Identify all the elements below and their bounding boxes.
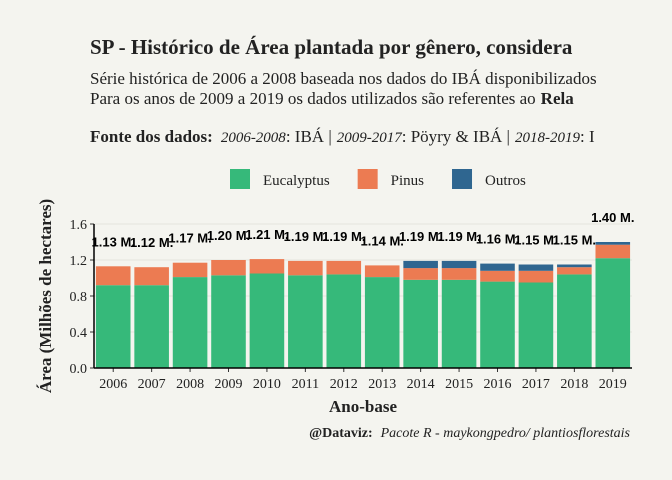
bar-segment (480, 263, 515, 271)
legend-swatch (230, 169, 250, 189)
bar-segment (595, 242, 631, 245)
bar-segment (211, 275, 246, 368)
y-tick-label: 0.0 (70, 362, 88, 377)
y-tick-label: 0.4 (70, 326, 88, 341)
x-tick-label: 2012 (330, 377, 358, 392)
x-tick-label: 2018 (560, 377, 588, 392)
source-part: 2009-2017 (337, 130, 403, 146)
bar-segment (518, 282, 554, 368)
total-label: 1.15 M. (553, 233, 596, 248)
subtitle-part: Para os anos de 2009 a 2019 os dados uti… (90, 89, 536, 108)
bar-segment (249, 273, 285, 368)
caption-part: @Dataviz: (309, 426, 373, 441)
subtitle-part: Rela (541, 89, 575, 108)
bar-segment (95, 285, 131, 368)
total-label: 1.19 M. (322, 229, 365, 244)
bar-segment (364, 265, 400, 278)
y-axis-title: Área (Milhões de hectares) (36, 199, 55, 393)
x-tick-label: 2007 (138, 377, 166, 392)
source: Fonte dos dados: 2006-2008: IBÁ | 2009-201… (90, 127, 595, 146)
bar-segment (326, 260, 362, 275)
total-label: 1.15 M. (514, 233, 557, 248)
bar-segment (249, 259, 285, 274)
bar-segment (364, 277, 400, 368)
bar-segment (134, 285, 169, 368)
bar-segment (480, 270, 515, 282)
y-tick-label: 1.6 (70, 218, 88, 233)
bar-segment (441, 268, 477, 280)
bar-segment (403, 260, 438, 269)
x-axis-title: Ano-base (329, 397, 397, 416)
x-tick-label: 2019 (599, 377, 627, 392)
source-part: : I (580, 127, 595, 146)
bar-segment (595, 244, 631, 259)
bar-segment (288, 260, 323, 276)
total-label: 1.13 M. (92, 234, 135, 249)
bar-segment (557, 264, 592, 268)
total-label: 1.12 M. (130, 235, 173, 250)
bar-segment (403, 279, 438, 368)
bar-segment (557, 267, 592, 275)
x-tick-label: 2008 (176, 377, 204, 392)
total-label: 1.14 M. (361, 233, 404, 248)
subtitle: Para os anos de 2009 a 2019 os dados uti… (90, 89, 574, 108)
y-tick-label: 1.2 (70, 254, 88, 269)
legend-label: Eucalyptus (263, 173, 330, 189)
caption: @Dataviz: Pacote R - maykongpedro/ planti… (309, 426, 630, 441)
bar-segment (518, 264, 554, 271)
bar-segment (288, 275, 323, 368)
caption-part: Pacote R - maykongpedro/ plantiosflorest… (380, 426, 631, 441)
total-label: 1.19 M. (399, 229, 442, 244)
source-part: Fonte dos dados: (90, 127, 213, 146)
x-tick-label: 2010 (253, 377, 281, 392)
x-tick-label: 2006 (99, 377, 127, 392)
source-part: : IBÁ | (286, 127, 332, 146)
total-label: 1.16 M. (476, 232, 519, 247)
bar-segment (441, 279, 477, 368)
total-label: 1.21 M. (245, 227, 288, 242)
total-label: 1.19 M. (437, 229, 480, 244)
x-tick-label: 2017 (522, 377, 550, 392)
legend-label: Outros (485, 173, 526, 189)
x-tick-label: 2014 (407, 377, 435, 392)
bar-segment (518, 270, 554, 283)
x-tick-label: 2016 (484, 377, 512, 392)
total-label: 1.17 M. (168, 231, 211, 246)
bar-segment (134, 267, 169, 286)
bar-segment (480, 281, 515, 368)
total-label: 1.19 M. (284, 229, 327, 244)
bar-segment (403, 268, 438, 280)
source-part: 2006-2008 (221, 130, 286, 146)
legend-label: Pinus (391, 173, 425, 189)
bar-segment (557, 274, 592, 368)
x-tick-label: 2011 (292, 377, 319, 392)
bar-segment (211, 260, 246, 276)
x-tick-label: 2009 (215, 377, 243, 392)
source-part: : Pöyry & IBÁ | (402, 127, 510, 146)
y-tick-label: 0.8 (70, 290, 88, 305)
bar-segment (326, 274, 362, 368)
legend-swatch (357, 169, 378, 189)
legend-swatch (452, 169, 473, 189)
x-tick-label: 2013 (368, 377, 396, 392)
total-label: 1.40 M. (591, 210, 634, 225)
bar-segment (595, 258, 631, 368)
x-tick-label: 2015 (445, 377, 473, 392)
bar-segment (172, 262, 208, 278)
total-label: 1.20 M. (207, 228, 250, 243)
chart-title: SP - Histórico de Área plantada por gêne… (90, 35, 573, 59)
subtitle: Série histórica de 2006 a 2008 baseada n… (90, 69, 597, 88)
source-part: 2018-2019 (515, 130, 580, 146)
bar-segment (95, 266, 131, 286)
bar-segment (172, 277, 208, 368)
bar-segment (441, 260, 477, 269)
